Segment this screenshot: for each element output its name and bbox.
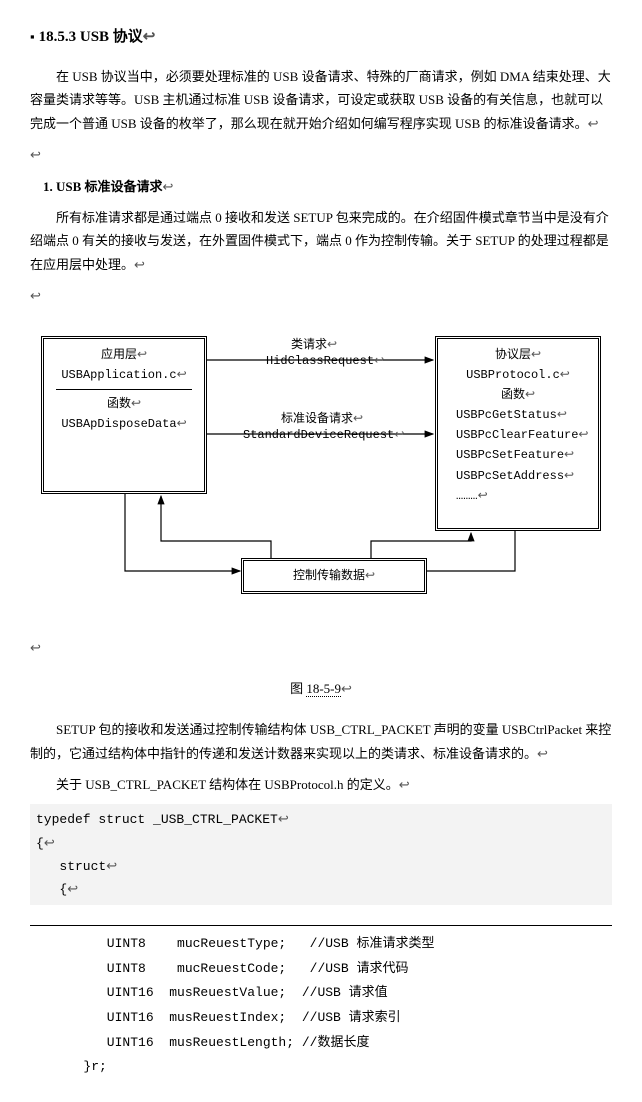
- left-fn: USBApDisposeData↩: [48, 414, 200, 434]
- fig-number: 18-5-9: [306, 681, 341, 697]
- bottom-box: 控制传输数据↩: [241, 558, 427, 595]
- code-l2: {: [36, 836, 44, 851]
- code2-l4: UINT16 musReuestIndex; //USB 请求索引: [60, 1010, 401, 1025]
- code2-l3: UINT16 musReuestValue; //USB 请求值: [60, 985, 388, 1000]
- sec-num: 1.: [43, 179, 53, 194]
- right-file: USBProtocol.c↩: [442, 365, 594, 385]
- left-box: 应用层↩ USBApplication.c↩ 函数↩ USBApDisposeD…: [41, 336, 207, 494]
- left-title: 应用层↩: [48, 345, 200, 365]
- left-file: USBApplication.c↩: [48, 365, 200, 385]
- section-heading: ▪18.5.3 USB 协议↩: [30, 24, 612, 51]
- code2-l6: }r;: [60, 1059, 107, 1074]
- figure-caption: 图 18-5-9↩: [30, 677, 612, 700]
- subsection-line: 1. USB 标准设备请求↩: [30, 175, 612, 198]
- code-l1: typedef struct _USB_CTRL_PACKET: [36, 812, 278, 827]
- bullet-icon: ▪: [30, 29, 35, 44]
- code-l4: {: [36, 882, 67, 897]
- para4-text: 关于 USB_CTRL_PACKET 结构体在 USBProtocol.h 的定…: [56, 777, 399, 792]
- right-fns: USBPcGetStatus↩ USBPcClearFeature↩ USBPc…: [442, 405, 594, 506]
- sec-title: USB 标准设备请求: [56, 179, 163, 194]
- paragraph-2: 所有标准请求都是通过端点 0 接收和发送 SETUP 包来完成的。在介绍固件模式…: [30, 206, 612, 276]
- paragraph-4: 关于 USB_CTRL_PACKET 结构体在 USBProtocol.h 的定…: [30, 773, 612, 796]
- right-box: 协议层↩ USBProtocol.c↩ 函数↩ USBPcGetStatus↩ …: [435, 336, 601, 531]
- label-mid2: StandardDeviceRequest↩: [243, 424, 404, 447]
- code-block-1: typedef struct _USB_CTRL_PACKET↩ {↩ stru…: [30, 804, 612, 904]
- right-title: 协议层↩: [442, 345, 594, 365]
- divider: [56, 389, 192, 390]
- code-l3: struct: [36, 859, 106, 874]
- figure-diagram: 应用层↩ USBApplication.c↩ 函数↩ USBApDisposeD…: [41, 326, 601, 626]
- para2-text: 所有标准请求都是通过端点 0 接收和发送 SETUP 包来完成的。在介绍固件模式…: [30, 210, 609, 272]
- code2-l1: UINT8 mucReuestType; //USB 标准请求类型: [60, 936, 434, 951]
- label-top2: HidClassRequest↩: [266, 350, 384, 373]
- blank-line-2: ↩: [30, 284, 612, 307]
- code2-l5: UINT16 musReuestLength; //数据长度: [60, 1035, 369, 1050]
- blank-line-3: ↩: [30, 636, 612, 659]
- para3-text: SETUP 包的接收和发送通过控制传输结构体 USB_CTRL_PACKET 声…: [30, 722, 611, 760]
- blank-line: ↩: [30, 143, 612, 166]
- left-fn-label: 函数↩: [48, 394, 200, 414]
- code2-l2: UINT8 mucReuestCode; //USB 请求代码: [60, 961, 408, 976]
- heading-text: 18.5.3 USB 协议: [39, 29, 143, 45]
- paragraph-1: 在 USB 协议当中，必须要处理标准的 USB 设备请求、特殊的厂商请求，例如 …: [30, 65, 612, 135]
- para1-text: 在 USB 协议当中，必须要处理标准的 USB 设备请求、特殊的厂商请求，例如 …: [30, 69, 611, 131]
- code-block-2: UINT8 mucReuestType; //USB 标准请求类型 UINT8 …: [30, 925, 612, 1082]
- paragraph-3: SETUP 包的接收和发送通过控制传输结构体 USB_CTRL_PACKET 声…: [30, 718, 612, 765]
- right-fn-label: 函数↩: [442, 385, 594, 405]
